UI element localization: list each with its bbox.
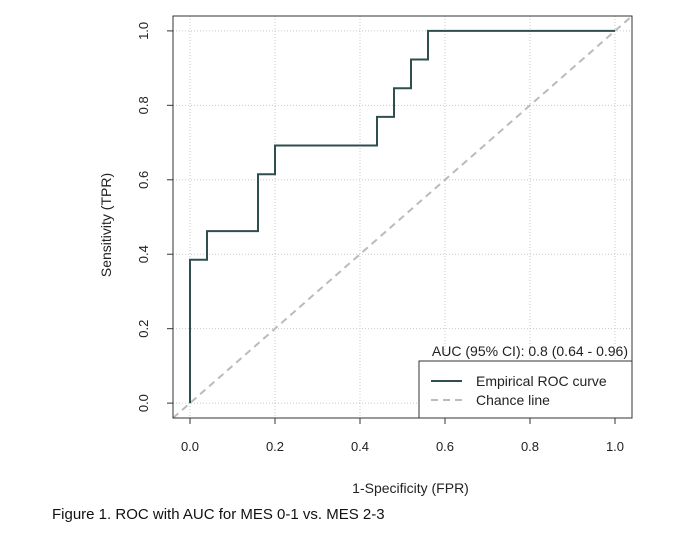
y-tick-label: 0.6 (136, 171, 151, 189)
plot-frame (172, 15, 633, 419)
legend-entry-chance: Chance line (476, 392, 550, 408)
chance-line-layer (172, 15, 633, 419)
y-tick-label: 0.2 (136, 320, 151, 338)
figure-caption: Figure 1. ROC with AUC for MES 0-1 vs. M… (52, 506, 385, 523)
x-tick-label: 1.0 (606, 439, 624, 454)
x-tick-label: 0.4 (351, 439, 369, 454)
x-tick-label: 0.6 (436, 439, 454, 454)
auc-annotation: AUC (95% CI): 0.8 (0.64 - 0.96) (432, 343, 628, 359)
legend: Empirical ROC curve Chance line (418, 360, 633, 419)
x-axis: 0.0 0.2 0.4 0.6 0.8 1.0 (181, 418, 624, 454)
y-axis-label: Sensitivity (TPR) (98, 173, 114, 277)
x-tick-label: 0.0 (181, 439, 199, 454)
y-tick-label: 0.0 (136, 394, 151, 412)
y-axis: 0.0 0.2 0.4 0.6 0.8 1.0 (136, 22, 173, 412)
legend-box (418, 360, 633, 419)
roc-curve-layer (189, 29, 615, 404)
chance-line (172, 15, 633, 419)
y-tick-label: 1.0 (136, 22, 151, 40)
y-tick-label: 0.8 (136, 96, 151, 114)
roc-chart: 0.0 0.2 0.4 0.6 0.8 1.0 0.0 0.2 0.4 0.6 0.8 1.0 1-… (98, 15, 633, 496)
x-axis-label: 1-Specificity (FPR) (352, 480, 469, 496)
roc-curve (189, 29, 615, 404)
y-tick-label: 0.4 (136, 245, 151, 263)
x-tick-label: 0.2 (266, 439, 284, 454)
legend-entry-roc: Empirical ROC curve (476, 373, 607, 389)
x-tick-label: 0.8 (521, 439, 539, 454)
grid (173, 16, 632, 418)
